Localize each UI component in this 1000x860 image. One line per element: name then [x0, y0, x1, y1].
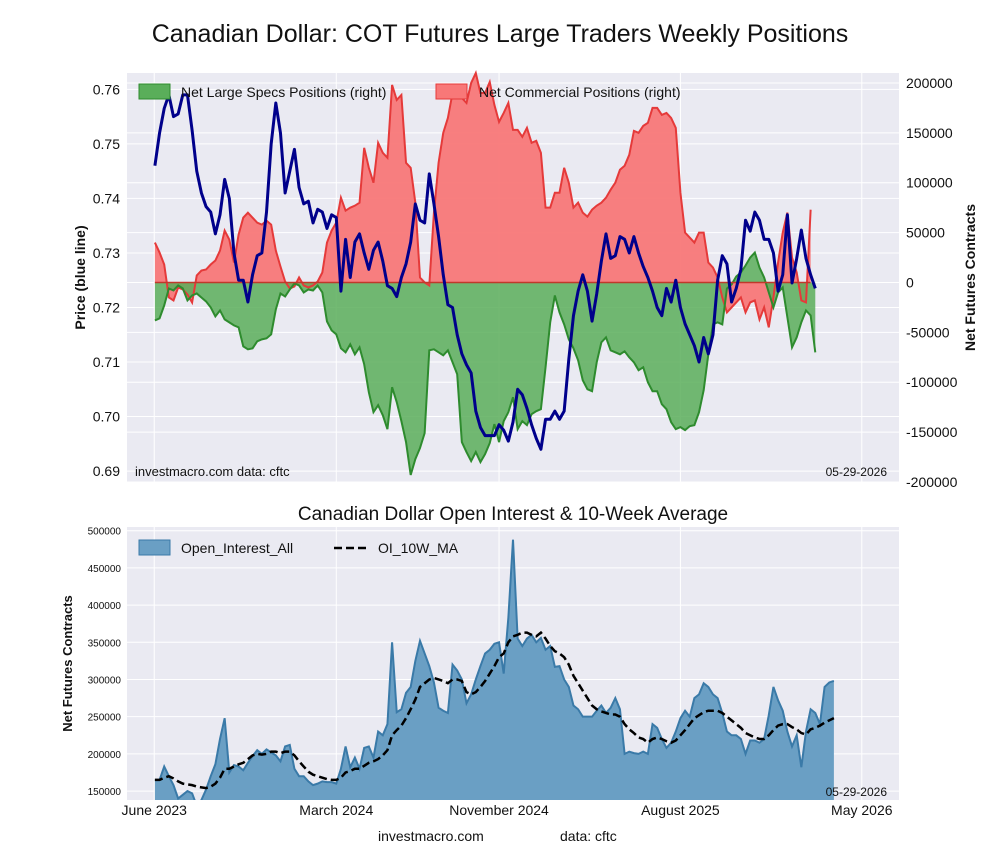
open-interest-area [154, 539, 834, 800]
footer-right: data: cftc [560, 828, 617, 844]
top-y2tick-label: -50000 [906, 324, 950, 340]
bottom-ytick-label: 350000 [88, 638, 122, 649]
bottom-ytick-label: 150000 [88, 787, 122, 798]
top-y2tick-label: 0 [906, 274, 914, 290]
legend-label-oi: Open_Interest_All [181, 540, 293, 556]
top-ytick-label: 0.76 [93, 81, 120, 97]
legend-label-comm: Net Commercial Positions (right) [479, 84, 681, 100]
open-interest-line [154, 539, 835, 800]
oi-10w-ma-line [154, 630, 835, 790]
top-y2tick-label: 50000 [906, 225, 945, 241]
bottom-xtick-label: June 2023 [122, 802, 188, 818]
legend-label-specs: Net Large Specs Positions (right) [181, 84, 386, 100]
bottom-ytick-label: 200000 [88, 750, 122, 761]
legend-swatch-specs [138, 83, 171, 100]
top-chart: 0.76 0.75 0.74 0.73 0.72 0.71 0.70 0.69 200000 15… [72, 69, 978, 490]
top-legend: Net Large Specs Positions (right) Net Com… [138, 83, 681, 100]
bottom-series-group [154, 539, 835, 800]
bottom-legend: Open_Interest_All OI_10W_MA [138, 539, 459, 556]
specs-line [154, 250, 817, 476]
bottom-ytick-label: 400000 [88, 601, 122, 612]
top-y2tick-label: 150000 [906, 125, 953, 141]
legend-label-ma: OI_10W_MA [378, 540, 459, 556]
top-note-right: 05-29-2026 [826, 465, 888, 479]
bottom-ytick-label: 450000 [88, 564, 122, 575]
legend-swatch-comm [435, 83, 468, 100]
bottom-xtick-label: March 2024 [299, 802, 373, 818]
top-y2label: Net Futures Contracts [962, 204, 978, 351]
bottom-title: Canadian Dollar Open Interest & 10-Week … [298, 504, 728, 525]
top-ylabel: Price (blue line) [72, 225, 88, 329]
top-ytick-label: 0.69 [93, 463, 120, 479]
top-ytick-label: 0.72 [93, 299, 120, 315]
top-ytick-label: 0.71 [93, 354, 120, 370]
price-line [153, 93, 817, 451]
top-y2tick-label: -200000 [906, 474, 958, 490]
bottom-note-right: 05-29-2026 [826, 785, 888, 799]
top-note-left: investmacro.com data: cftc [135, 464, 290, 479]
commercial-area [154, 73, 811, 328]
bottom-xtick-label: November 2024 [449, 802, 549, 818]
main-title: Canadian Dollar: COT Futures Large Trade… [151, 20, 849, 48]
top-y2tick-label: 100000 [906, 175, 953, 191]
top-y2tick-label: -150000 [906, 424, 958, 440]
top-ytick-label: 0.73 [93, 245, 120, 261]
bottom-xtick-label: August 2025 [641, 802, 720, 818]
top-y2tick-label: 200000 [906, 75, 953, 91]
top-ytick-label: 0.74 [93, 190, 120, 206]
bottom-ylabel: Net Futures Contracts [60, 595, 75, 732]
bottom-ytick-label: 300000 [88, 675, 122, 686]
top-ytick-label: 0.75 [93, 136, 120, 152]
specs-area [154, 252, 816, 476]
footer-left: investmacro.com [378, 828, 484, 844]
bottom-ytick-label: 500000 [88, 527, 122, 538]
legend-swatch-oi [138, 539, 171, 556]
bottom-chart: 500000 450000 400000 350000 300000 250000 2000… [60, 504, 899, 818]
bottom-xtick-label: May 2026 [831, 802, 893, 818]
top-y2tick-label: -100000 [906, 374, 958, 390]
top-ytick-label: 0.70 [93, 409, 120, 425]
bottom-ytick-label: 250000 [88, 713, 122, 724]
